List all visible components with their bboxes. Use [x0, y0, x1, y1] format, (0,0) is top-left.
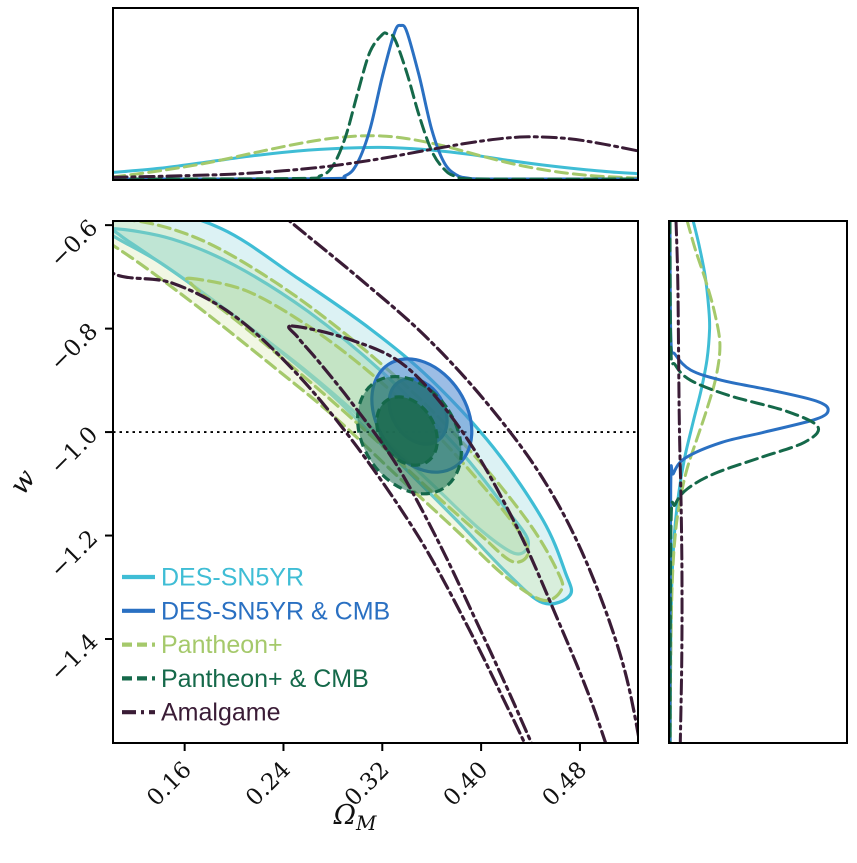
legend-item-Pantheon+ & CMB: Pantheon+ & CMB: [122, 665, 369, 693]
legend-item-label: DES-SN5YR & CMB: [161, 597, 390, 625]
y-tick-label: −1.4: [45, 629, 103, 687]
contour-line-Pantheon+-68%: [184, 276, 530, 564]
contour-line-DES-SN5YR-68%: [113, 227, 530, 556]
contour-line-Amalgame-68%: [287, 324, 608, 743]
right-marginal-curves: [669, 221, 830, 743]
y-tick-label: −0.6: [45, 215, 103, 273]
legend-item-label: DES-SN5YR: [161, 564, 304, 592]
right-marginal-Pantheon+: [669, 221, 722, 743]
top-marginal-DES-SN5YR & CMB: [113, 23, 638, 180]
right-marginal-Amalgame: [674, 221, 684, 743]
right-marginal-Pantheon+ & CMB: [669, 221, 821, 743]
legend-item-DES-SN5YR: DES-SN5YR: [122, 564, 304, 592]
x-tick-label: 0.16: [142, 757, 197, 812]
right-marginal-DES-SN5YR: [669, 221, 712, 743]
top-marginal-curves: [113, 23, 638, 180]
top-marginal-Pantheon+ & CMB: [113, 31, 638, 180]
x-tick-label: 0.40: [439, 757, 494, 812]
y-tick-label: −1.0: [45, 422, 103, 480]
legend-item-Pantheon+: Pantheon+: [122, 631, 283, 659]
y-tick-label: −1.2: [45, 525, 103, 583]
y-axis-label: w: [4, 464, 43, 501]
top-marginal-Pantheon+: [113, 134, 638, 180]
right-marginal-DES-SN5YR & CMB: [669, 221, 830, 743]
main-panel-frame: [112, 220, 639, 744]
legend-item-label: Pantheon+ & CMB: [161, 665, 369, 693]
legend-item-label: Pantheon+: [161, 631, 283, 659]
contour-fill-Pantheon+-95%: [113, 221, 563, 601]
contour-line-Pantheon+-95%: [113, 221, 565, 603]
y-tick-label: −0.8: [45, 318, 103, 376]
top-panel-frame: [112, 7, 639, 181]
x-tick-label: 0.48: [538, 757, 593, 812]
main-panel-contours: [113, 221, 638, 743]
contour-ellipse-Pantheon+ & CMB-68%: [375, 395, 439, 467]
legend-item-Amalgame: Amalgame: [122, 699, 281, 727]
legend-item-label: Amalgame: [161, 699, 281, 727]
legend-item-DES-SN5YR & CMB: DES-SN5YR & CMB: [122, 597, 390, 625]
x-tick-label: 0.24: [241, 757, 296, 812]
x-axis-label: ΩM: [333, 800, 377, 835]
legend: DES-SN5YR DES-SN5YR & CMB Pantheon+ Pantheo…: [122, 564, 390, 727]
right-panel-frame: [668, 220, 848, 744]
top-marginal-Amalgame: [113, 135, 638, 179]
